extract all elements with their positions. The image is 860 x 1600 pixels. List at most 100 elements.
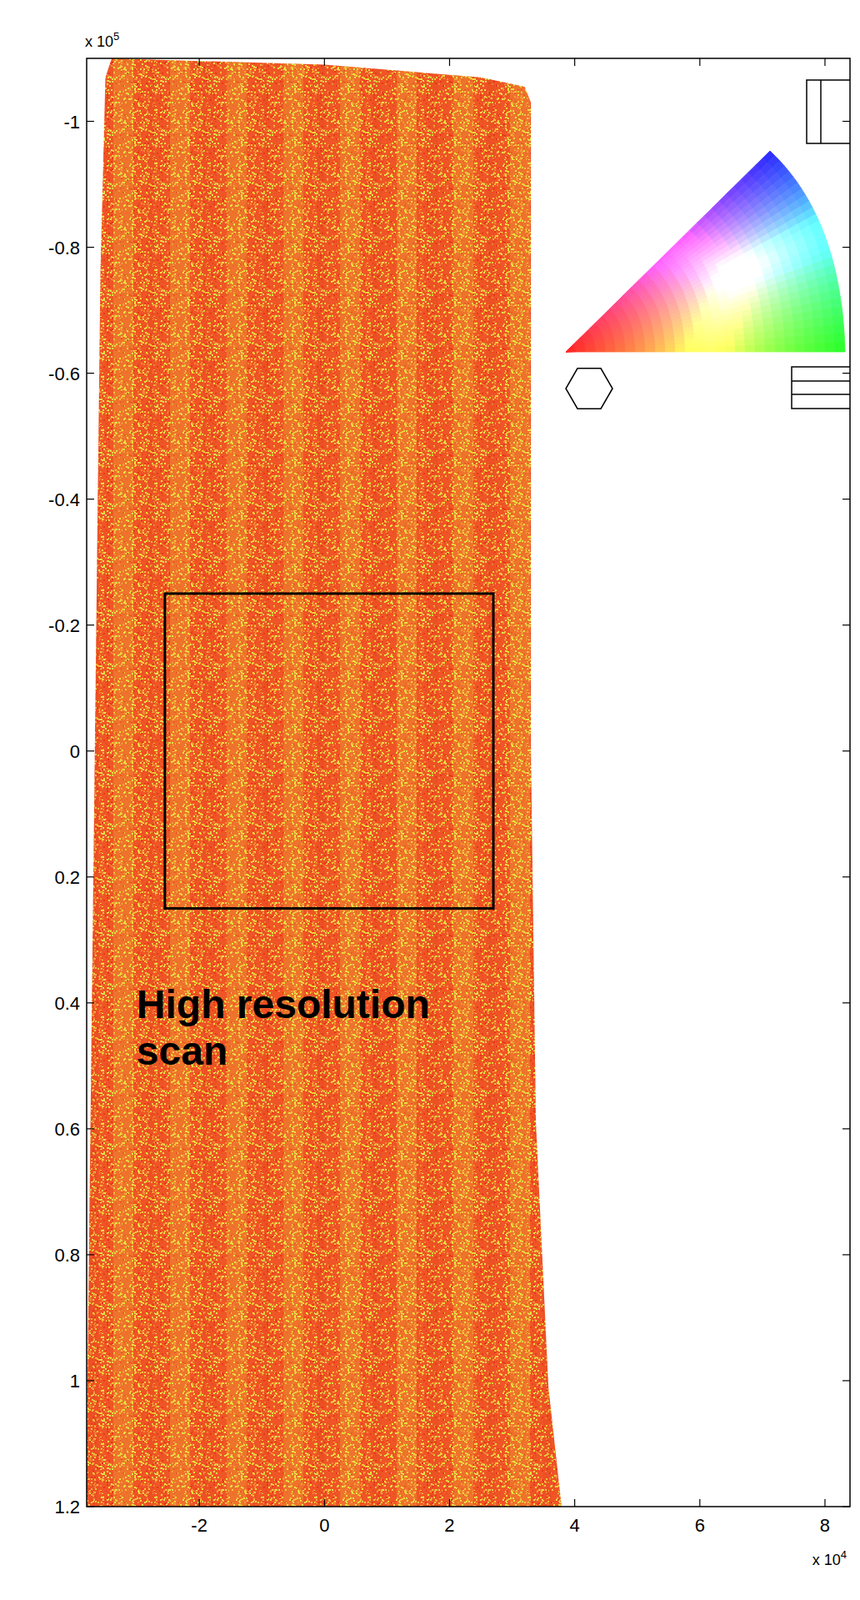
key-cell — [773, 322, 785, 331]
key-cell — [565, 349, 576, 352]
y-tick — [86, 246, 95, 248]
prism-icon-line — [791, 393, 850, 395]
key-cell — [795, 343, 805, 352]
key-cell — [734, 334, 745, 341]
key-cell — [832, 315, 844, 325]
x-tick-top — [574, 58, 575, 66]
y-tick — [86, 750, 95, 751]
key-cell — [565, 350, 576, 352]
x-tick-label: 4 — [570, 1514, 580, 1535]
axis-multiplier-exponent: 4 — [840, 1547, 847, 1560]
hexagon-icon — [565, 368, 613, 409]
key-cell — [755, 345, 765, 352]
key-cell — [715, 346, 725, 353]
data-layer — [86, 58, 562, 1506]
y-tick-right — [842, 1127, 850, 1129]
key-cell — [565, 350, 576, 352]
y-tick-right — [842, 246, 850, 248]
y-tick-label: -0.4 — [48, 489, 80, 510]
key-cell — [813, 317, 825, 327]
y-tick — [86, 624, 95, 625]
y-tick-right — [842, 1253, 850, 1255]
y-tick-label: -0.6 — [48, 363, 80, 385]
key-cell — [565, 348, 576, 352]
y-tick — [86, 1127, 95, 1129]
key-cell — [645, 348, 656, 352]
y-tick-right — [842, 624, 850, 625]
key-cell — [565, 347, 575, 352]
key-cell — [705, 341, 715, 347]
axis-multiplier: x 104 — [812, 1547, 847, 1568]
y-tick-label: 0 — [70, 740, 80, 762]
key-cell — [605, 350, 616, 352]
key-cell — [585, 350, 596, 352]
key-cell — [565, 347, 575, 352]
key-cell — [821, 307, 833, 318]
x-tick-label: 2 — [444, 1514, 455, 1535]
key-cell — [735, 345, 745, 352]
y-tick-label: 0.2 — [54, 866, 80, 888]
key-cell — [765, 337, 775, 345]
chart: -202468-1-0.8-0.6-0.4-0.200.20.40.60.811… — [0, 0, 860, 1600]
key-cell — [565, 347, 575, 352]
key-cell — [565, 348, 575, 352]
x-tick — [324, 1498, 325, 1506]
sample-texture — [86, 58, 562, 1506]
x-tick-top — [199, 58, 200, 66]
key-cell — [745, 339, 755, 346]
x-tick-label: 6 — [695, 1514, 705, 1535]
key-cell — [825, 342, 835, 352]
key-cell — [675, 347, 686, 352]
x-tick — [824, 1498, 825, 1506]
key-cell — [575, 350, 586, 353]
x-tick-label: -2 — [190, 1514, 208, 1535]
key-cell — [565, 349, 576, 352]
key-cell — [824, 333, 835, 343]
x-tick-top — [699, 58, 700, 66]
y-tick-label: 0.4 — [54, 992, 80, 1014]
scan-region — [165, 593, 494, 909]
key-cell — [793, 320, 805, 329]
prism-icon — [791, 366, 850, 409]
key-cell — [785, 344, 795, 352]
key-cell — [615, 350, 626, 352]
key-cell — [585, 350, 596, 352]
key-cell — [814, 325, 825, 335]
x-tick-label: 0 — [319, 1514, 330, 1535]
x-tick-top — [449, 58, 450, 66]
sample-map — [86, 58, 562, 1506]
y-tick-label: -0.2 — [48, 615, 80, 636]
key-cell — [804, 326, 815, 336]
y-tick — [86, 120, 95, 122]
key-cell — [745, 345, 755, 352]
key-cell — [804, 335, 815, 344]
key-cell — [695, 346, 705, 352]
y-tick-right — [842, 1505, 850, 1506]
x-tick-top — [324, 58, 325, 66]
y-tick-label: -1 — [63, 111, 80, 133]
axis-multiplier-exponent: 5 — [113, 30, 120, 43]
x-tick — [449, 1498, 450, 1506]
y-tick-label: 1.2 — [54, 1495, 80, 1517]
key-cell — [834, 333, 845, 344]
key-cell — [705, 346, 715, 352]
key-cell — [575, 348, 586, 350]
key-cell — [814, 334, 825, 344]
key-cell — [724, 335, 735, 342]
plot-frame — [86, 58, 850, 1506]
key-cell — [575, 349, 586, 351]
chart-root: -202468-1-0.8-0.6-0.4-0.200.20.40.60.811… — [0, 0, 860, 1600]
key-cell — [831, 305, 843, 316]
key-cell — [765, 345, 775, 353]
key-cell — [823, 325, 835, 335]
key-cell — [815, 343, 825, 353]
key-cell — [675, 343, 685, 348]
key-cell — [784, 329, 795, 338]
key-cell — [695, 342, 705, 348]
key-cell — [803, 319, 815, 329]
key-cell — [585, 347, 596, 350]
y-tick-right — [842, 372, 850, 374]
key-cell — [775, 336, 785, 345]
key-cell — [575, 350, 586, 351]
y-tick — [86, 1253, 95, 1255]
